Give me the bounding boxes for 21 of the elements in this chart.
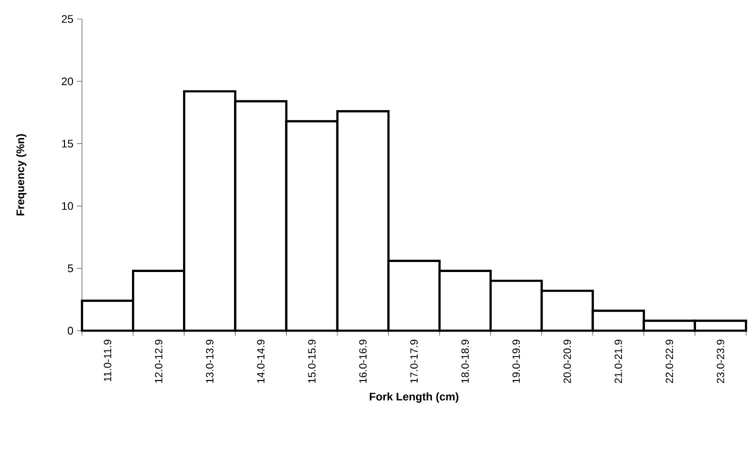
x-axis-title: Fork Length (cm) (370, 392, 458, 403)
y-tick-label: 20 (62, 77, 74, 86)
x-tick-label: 18.0-18.9 (461, 340, 469, 383)
y-tick-label: 10 (62, 202, 74, 210)
x-tick-label: 21.0-21.9 (614, 340, 622, 384)
x-tick-label: 14.0-14.9 (257, 340, 264, 383)
y-tick-label: 15 (62, 140, 74, 148)
y-tick-label: 0 (68, 326, 74, 335)
y-tick-label: 25 (62, 15, 74, 23)
y-axis-title: Frequency (%n) (16, 134, 26, 216)
x-tick-label: 13.0-13.9 (206, 340, 214, 383)
x-tick-label: 17.0-17.9 (410, 340, 418, 383)
x-tick-label: 15.0-15.9 (308, 340, 316, 383)
y-tick-label: 5 (68, 264, 74, 272)
x-tick-label: 12.0-12.9 (154, 340, 162, 383)
x-tick-label: 16.0-16.9 (359, 340, 367, 383)
x-tick-label: 23.0-23.9 (716, 340, 724, 384)
x-tick-label: 19.0-19.9 (512, 340, 520, 383)
x-tick-label: 20.0-20.9 (564, 340, 571, 384)
x-tick-label: 11.0-11.9 (104, 340, 112, 382)
x-tick-label: 22.0-22.9 (666, 340, 674, 384)
